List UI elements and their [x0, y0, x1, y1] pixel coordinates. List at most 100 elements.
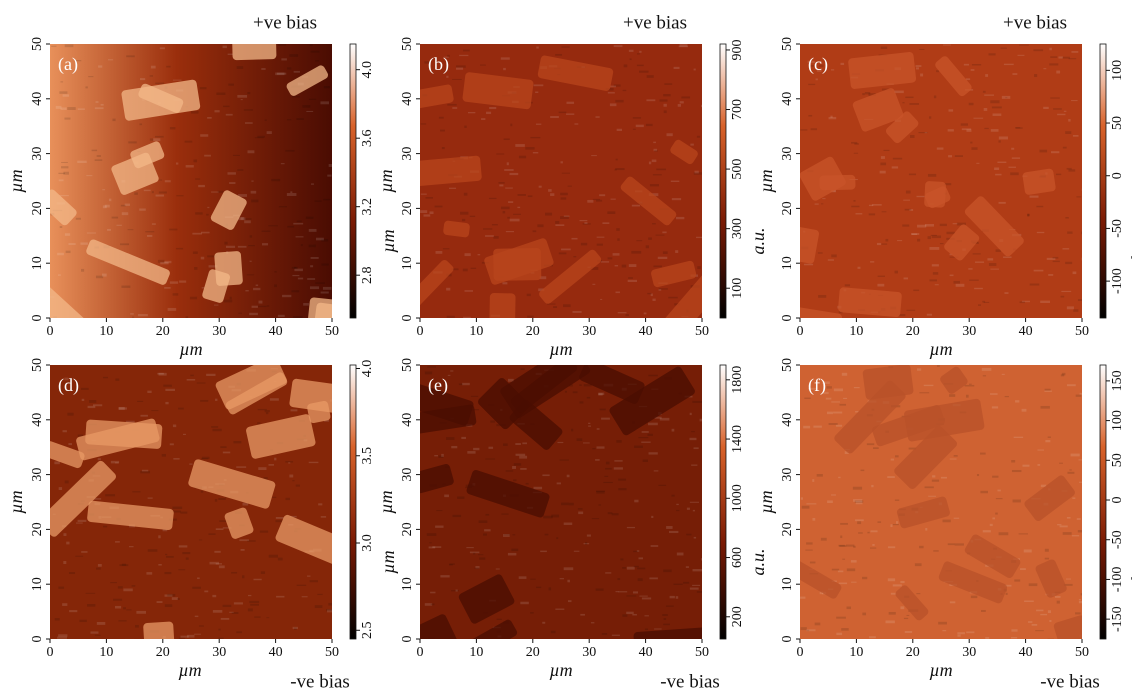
texture: [828, 259, 834, 260]
texture: [132, 317, 134, 318]
texture: [191, 111, 199, 114]
texture: [67, 107, 75, 110]
texture: [618, 479, 626, 481]
texture: [250, 235, 252, 237]
texture: [507, 217, 510, 219]
texture: [498, 182, 504, 184]
texture: [678, 104, 681, 107]
colorbar-unit: µm: [378, 550, 398, 573]
texture: [1072, 497, 1075, 498]
texture: [990, 524, 993, 526]
texture: [551, 631, 556, 634]
texture: [1078, 459, 1084, 460]
texture: [148, 497, 153, 498]
texture: [162, 454, 166, 457]
texture: [515, 144, 525, 147]
texture: [462, 383, 470, 385]
texture: [118, 586, 123, 588]
texture: [902, 224, 909, 226]
texture: [198, 185, 205, 187]
texture: [658, 257, 668, 259]
texture: [98, 458, 101, 460]
texture: [87, 232, 96, 233]
texture: [888, 546, 895, 548]
colorbar-tick-label: 50: [1110, 453, 1125, 467]
texture: [253, 288, 260, 290]
texture: [1066, 579, 1071, 580]
texture: [258, 409, 267, 410]
texture: [644, 615, 648, 616]
texture: [822, 198, 825, 199]
texture: [241, 217, 244, 220]
texture: [1004, 64, 1014, 65]
texture: [282, 295, 291, 297]
texture: [507, 162, 509, 165]
texture: [599, 194, 605, 196]
texture: [159, 191, 167, 193]
texture: [113, 599, 122, 601]
texture: [1049, 620, 1051, 622]
texture: [1013, 499, 1021, 502]
texture: [932, 264, 939, 266]
texture: [616, 440, 621, 443]
texture: [111, 461, 119, 464]
texture: [992, 476, 998, 478]
y-tick-label: 20: [780, 201, 795, 215]
texture: [471, 396, 478, 397]
texture: [54, 461, 59, 464]
texture: [646, 124, 653, 126]
texture: [276, 517, 284, 519]
texture: [159, 179, 162, 180]
texture: [968, 268, 972, 269]
colorbar-tick-label: 100: [1110, 410, 1125, 431]
texture: [676, 217, 684, 219]
texture: [877, 243, 881, 245]
texture: [1081, 232, 1086, 235]
texture: [249, 313, 258, 315]
texture: [209, 562, 219, 565]
texture: [627, 527, 635, 528]
texture: [515, 443, 521, 445]
texture: [233, 441, 241, 443]
texture: [614, 169, 617, 170]
texture: [1068, 119, 1070, 122]
texture: [953, 281, 960, 284]
texture: [155, 83, 164, 84]
texture: [276, 596, 284, 598]
texture: [654, 150, 658, 151]
texture: [268, 225, 278, 226]
x-tick-label: 30: [582, 324, 596, 339]
texture: [1082, 189, 1092, 191]
texture: [1037, 232, 1044, 233]
y-tick-label: 40: [780, 92, 795, 106]
texture: [98, 564, 102, 567]
texture: [617, 238, 619, 241]
texture: [519, 576, 527, 579]
y-tick-label: 50: [30, 358, 45, 372]
texture: [663, 569, 671, 572]
texture: [999, 136, 1008, 139]
texture: [1061, 296, 1065, 298]
texture: [244, 109, 253, 110]
texture: [165, 402, 168, 404]
texture: [1020, 568, 1026, 570]
texture: [311, 51, 320, 53]
texture: [192, 233, 202, 235]
texture: [598, 393, 604, 395]
colorbar-tick-label: 3.6: [360, 129, 375, 147]
texture: [902, 102, 904, 103]
texture: [974, 288, 983, 289]
texture: [195, 616, 199, 617]
texture: [61, 107, 67, 109]
x-tick-label: 0: [797, 324, 804, 339]
texture: [891, 459, 894, 461]
texture: [67, 413, 73, 416]
texture: [557, 442, 563, 443]
texture: [62, 603, 67, 606]
texture: [501, 207, 510, 210]
texture: [277, 73, 286, 75]
texture: [485, 514, 489, 516]
texture: [574, 551, 580, 552]
texture: [147, 235, 152, 237]
texture: [969, 384, 972, 385]
